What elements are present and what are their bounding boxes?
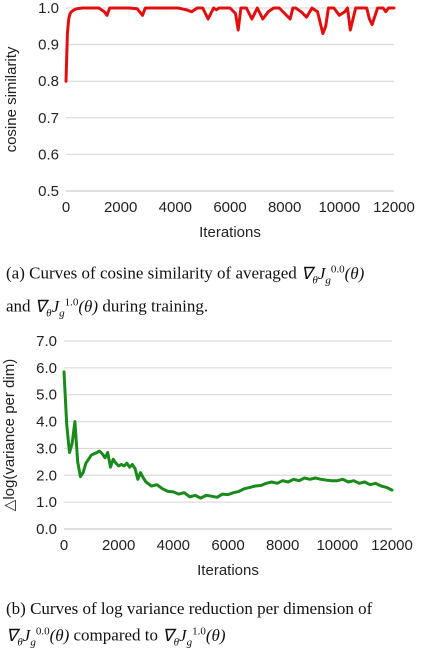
x-axis-title: Iterations — [199, 224, 261, 241]
caption-a-math1: ∇θJg0.0(θ) — [301, 263, 365, 287]
x-tick-label: 2000 — [102, 537, 135, 554]
y-tick-label: 0.7 — [38, 110, 59, 127]
plot-area: 0.0 1.0 2.0 3.0 4.0 5.0 6.0 7.0 0 2000 4000 6000 800… — [1, 333, 413, 579]
series-line — [64, 6, 396, 83]
caption-b-math2: ∇θJg1.0(θ) — [162, 625, 226, 649]
y-tick-label: 0.6 — [38, 146, 59, 163]
caption-b-text1: Curves of log variance reduction per dim… — [30, 599, 373, 618]
log-variance-chart: 0.0 1.0 2.0 3.0 4.0 5.0 6.0 7.0 0 2000 4000 6000 800… — [1, 333, 413, 579]
caption-b-label: (b) — [6, 599, 26, 618]
y-tick-label: 1.0 — [38, 0, 59, 17]
caption-a-text3: during training. — [102, 296, 209, 316]
y-tick-label: 6.0 — [36, 360, 57, 377]
x-axis-title: Iterations — [197, 562, 259, 579]
series-line — [62, 370, 394, 500]
y-tick-label: 0.5 — [38, 183, 59, 200]
caption-a-math2: ∇θJg1.0(θ) — [34, 296, 99, 320]
x-tick-label: 0 — [62, 199, 70, 216]
y-tick-label: 0.9 — [38, 37, 59, 54]
x-tick-label: 2000 — [104, 199, 137, 216]
y-tick-label: 7.0 — [36, 333, 57, 350]
y-tick-label: 5.0 — [36, 387, 57, 404]
caption-a: (a) Curves of cosine similarity of avera… — [6, 258, 418, 324]
caption-b-text2: compared to — [73, 625, 159, 645]
x-tick-label: 12000 — [371, 537, 413, 554]
x-tick-label: 10000 — [316, 537, 358, 554]
x-tick-label: 12000 — [373, 199, 415, 216]
x-tick-label: 4000 — [157, 537, 190, 554]
caption-a-label: (a) — [6, 263, 25, 283]
y-tick-label: 1.0 — [36, 494, 57, 511]
y-tick-label: 4.0 — [36, 414, 57, 431]
x-tick-label: 8000 — [266, 537, 299, 554]
y-tick-label: 3.0 — [36, 440, 57, 457]
x-tick-label: 0 — [60, 537, 68, 554]
y-axis-title: △log(variance per dim) — [1, 359, 18, 511]
x-tick-label: 4000 — [159, 199, 192, 216]
caption-a-text1: Curves of cosine similarity of averaged — [29, 263, 297, 283]
x-tick-label: 10000 — [318, 199, 360, 216]
y-axis-title: cosine similarity — [3, 46, 20, 152]
cosine-similarity-chart: 0.5 0.6 0.7 0.8 0.9 1.0 0 2000 4000 6000 8000 10000… — [3, 0, 415, 241]
y-tick-label: 0.0 — [36, 521, 57, 538]
y-tick-label: 2.0 — [36, 467, 57, 484]
plot-area: 0.5 0.6 0.7 0.8 0.9 1.0 0 2000 4000 6000 8000 10000… — [3, 0, 415, 241]
x-tick-label: 6000 — [211, 537, 244, 554]
caption-b: (b) Curves of log variance reduction per… — [6, 598, 418, 653]
y-tick-label: 0.8 — [38, 73, 59, 90]
x-tick-label: 6000 — [213, 199, 246, 216]
x-tick-label: 8000 — [268, 199, 301, 216]
caption-b-math1: ∇θJg0.0(θ) — [6, 625, 70, 649]
caption-a-text2: and — [6, 296, 31, 316]
